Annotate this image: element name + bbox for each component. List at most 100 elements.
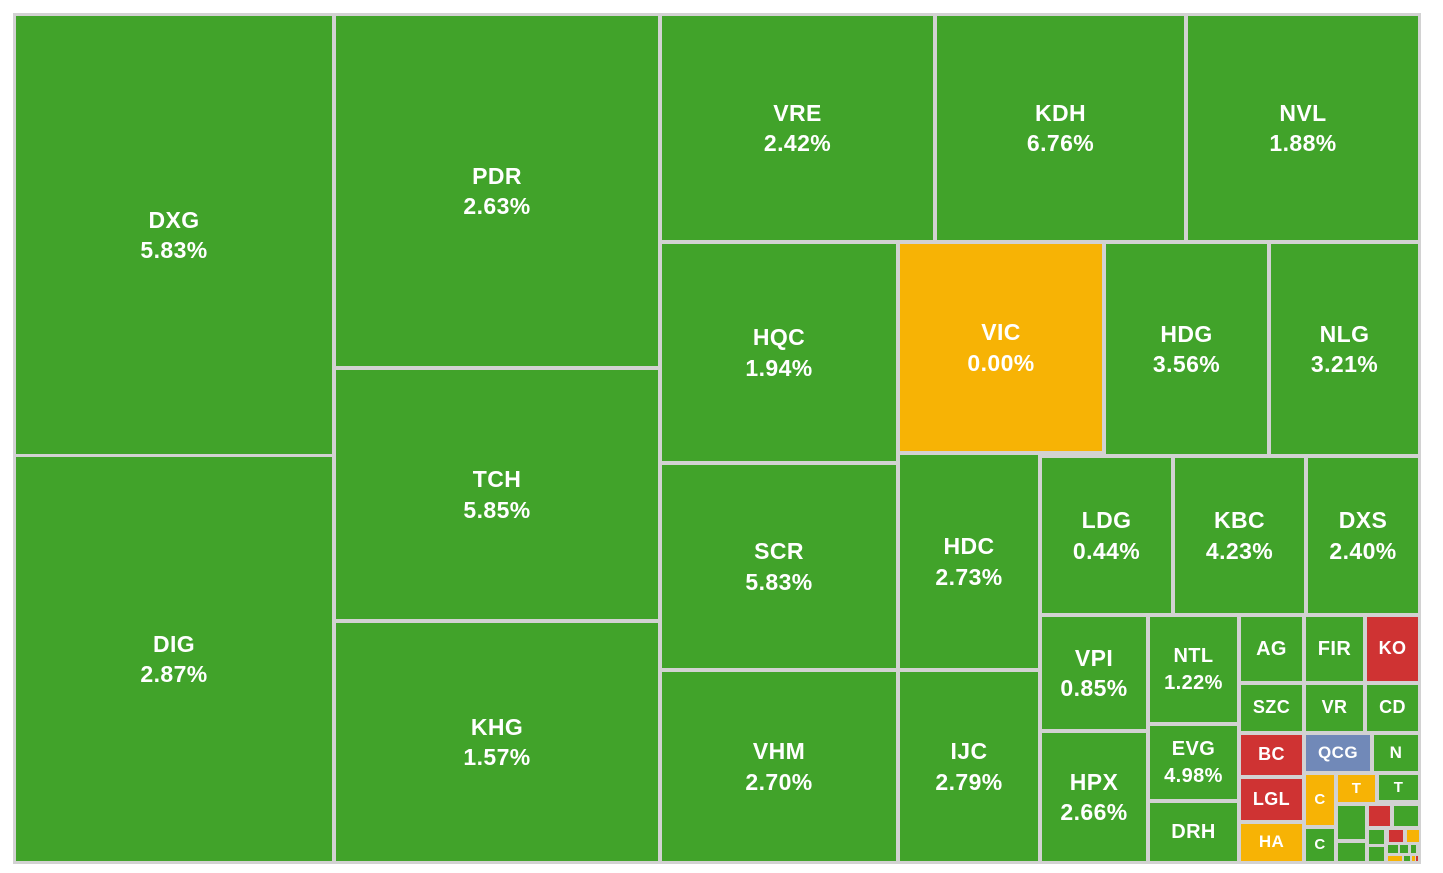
treemap-tile-nvl[interactable]: NVL 1.88% (1188, 16, 1418, 240)
treemap-tile-small[interactable] (1411, 845, 1416, 853)
tile-ticker: NVL (1279, 99, 1327, 126)
treemap-tile-vpi[interactable]: VPI 0.85% (1042, 617, 1146, 729)
tile-ticker: VPI (1074, 644, 1114, 671)
tile-ticker: NTL (1173, 645, 1214, 668)
tile-ticker: DRH (1171, 820, 1216, 843)
treemap-tile-hqc[interactable]: HQC 1.94% (662, 244, 896, 461)
tile-ticker: HDC (943, 533, 995, 560)
tile-change-percent: 1.94% (745, 354, 813, 381)
treemap-tile-khg[interactable]: KHG 1.57% (336, 623, 658, 861)
treemap-tile-small[interactable] (1369, 830, 1384, 844)
tile-ticker: BC (1258, 744, 1285, 765)
tile-ticker: HQC (752, 324, 806, 351)
treemap-tile-scr[interactable]: SCR 5.83% (662, 465, 896, 668)
tile-ticker: KO (1378, 638, 1407, 659)
tile-change-percent: 2.40% (1329, 537, 1397, 564)
treemap-tile-dig[interactable]: DIG 2.87% (16, 457, 332, 861)
treemap-tile-t[interactable]: T (1379, 775, 1418, 800)
tile-ticker: PDR (472, 162, 522, 189)
treemap-tile-small[interactable] (1407, 830, 1419, 842)
treemap-tile-evg[interactable]: EVG 4.98% (1150, 726, 1237, 799)
tile-ticker: VIC (981, 319, 1021, 346)
tile-change-percent: 2.42% (763, 130, 832, 156)
treemap-tile-cd[interactable]: CD (1367, 685, 1418, 731)
treemap-tile-lgl[interactable]: LGL (1241, 779, 1302, 820)
tile-ticker: KDH (1034, 99, 1087, 126)
treemap-tile-small[interactable] (1369, 847, 1384, 861)
treemap-tile-ha[interactable]: HA (1241, 824, 1302, 861)
treemap-tile-small[interactable] (1394, 806, 1418, 826)
tile-change-percent: 0.00% (967, 349, 1035, 376)
treemap-tile-small[interactable] (1412, 856, 1415, 861)
tile-change-percent: 5.83% (745, 568, 813, 595)
treemap-tile-vhm[interactable]: VHM 2.70% (662, 672, 896, 861)
tile-change-percent: 0.85% (1060, 675, 1128, 701)
tile-change-percent: 1.22% (1164, 671, 1223, 694)
tile-ticker: KHG (470, 713, 524, 740)
treemap-tile-n[interactable]: N (1374, 735, 1418, 771)
treemap-tile-t[interactable]: T (1338, 775, 1375, 802)
tile-ticker: LDG (1081, 507, 1132, 534)
treemap-tile-small[interactable] (1400, 845, 1408, 853)
treemap-tile-qcg[interactable]: QCG (1306, 735, 1370, 771)
tile-change-percent: 5.85% (463, 496, 531, 523)
treemap-tile-kdh[interactable]: KDH 6.76% (937, 16, 1184, 240)
treemap-tile-drh[interactable]: DRH (1150, 803, 1237, 861)
tile-ticker: C (1314, 791, 1326, 809)
treemap-tile-hdc[interactable]: HDC 2.73% (900, 455, 1038, 668)
tile-ticker: N (1389, 742, 1403, 762)
treemap-tile-ntl[interactable]: NTL 1.22% (1150, 617, 1237, 722)
tile-change-percent: 2.87% (140, 661, 208, 687)
treemap-tile-bc[interactable]: BC (1241, 735, 1302, 775)
tile-ticker: IJC (950, 738, 988, 765)
tile-ticker: TCH (472, 466, 522, 493)
treemap-tile-vic[interactable]: VIC 0.00% (900, 244, 1102, 451)
tile-change-percent: 3.21% (1310, 351, 1379, 377)
tile-change-percent: 4.98% (1164, 764, 1223, 787)
tile-change-percent: 2.63% (463, 193, 531, 219)
treemap-tile-small[interactable] (1404, 856, 1410, 861)
treemap-tile-vr[interactable]: VR (1306, 685, 1363, 731)
treemap-tile-dxs[interactable]: DXS 2.40% (1308, 458, 1418, 613)
treemap-tile-small[interactable] (1338, 843, 1365, 861)
treemap-tile-hdg[interactable]: HDG 3.56% (1106, 244, 1267, 454)
treemap-tile-vre[interactable]: VRE 2.42% (662, 16, 933, 240)
tile-ticker: EVG (1171, 738, 1216, 761)
tile-ticker: QCG (1318, 742, 1358, 762)
treemap-tile-small[interactable] (1369, 806, 1390, 826)
treemap-tile-ldg[interactable]: LDG 0.44% (1042, 458, 1171, 613)
treemap-tile-small[interactable] (1389, 830, 1403, 842)
treemap-tile-ag[interactable]: AG (1241, 617, 1302, 681)
tile-change-percent: 6.76% (1026, 130, 1095, 156)
treemap-tile-ko[interactable]: KO (1367, 617, 1418, 681)
treemap-tile-dxg[interactable]: DXG 5.83% (16, 16, 332, 454)
tile-ticker: HA (1258, 832, 1285, 852)
tile-ticker: SZC (1252, 697, 1291, 718)
tile-change-percent: 2.73% (935, 563, 1003, 590)
treemap-tile-hpx[interactable]: HPX 2.66% (1042, 733, 1146, 861)
tile-change-percent: 1.88% (1269, 130, 1337, 156)
treemap-tile-ijc[interactable]: IJC 2.79% (900, 672, 1038, 861)
treemap-tile-pdr[interactable]: PDR 2.63% (336, 16, 658, 366)
tile-ticker: KBC (1213, 507, 1266, 534)
treemap-tile-c[interactable]: C (1306, 829, 1334, 861)
tile-ticker: DXG (148, 206, 200, 233)
tile-ticker: C (1314, 836, 1326, 854)
tile-ticker: DIG (152, 630, 196, 657)
treemap-tile-nlg[interactable]: NLG 3.21% (1271, 244, 1418, 454)
tile-ticker: VR (1321, 697, 1348, 718)
tile-change-percent: 2.70% (745, 768, 813, 795)
treemap-tile-small[interactable] (1388, 856, 1402, 861)
treemap-tile-small[interactable] (1388, 845, 1398, 853)
treemap-tile-kbc[interactable]: KBC 4.23% (1175, 458, 1304, 613)
tile-ticker: SCR (754, 538, 804, 565)
treemap-tile-szc[interactable]: SZC (1241, 685, 1302, 731)
tile-change-percent: 1.57% (463, 744, 531, 770)
tile-ticker: FIR (1317, 637, 1352, 660)
treemap-tile-small[interactable] (1338, 806, 1365, 839)
treemap-tile-fir[interactable]: FIR (1306, 617, 1363, 681)
treemap-tile-c[interactable]: C (1306, 775, 1334, 825)
treemap-tile-small[interactable] (1416, 856, 1418, 861)
treemap-tile-tch[interactable]: TCH 5.85% (336, 370, 658, 619)
